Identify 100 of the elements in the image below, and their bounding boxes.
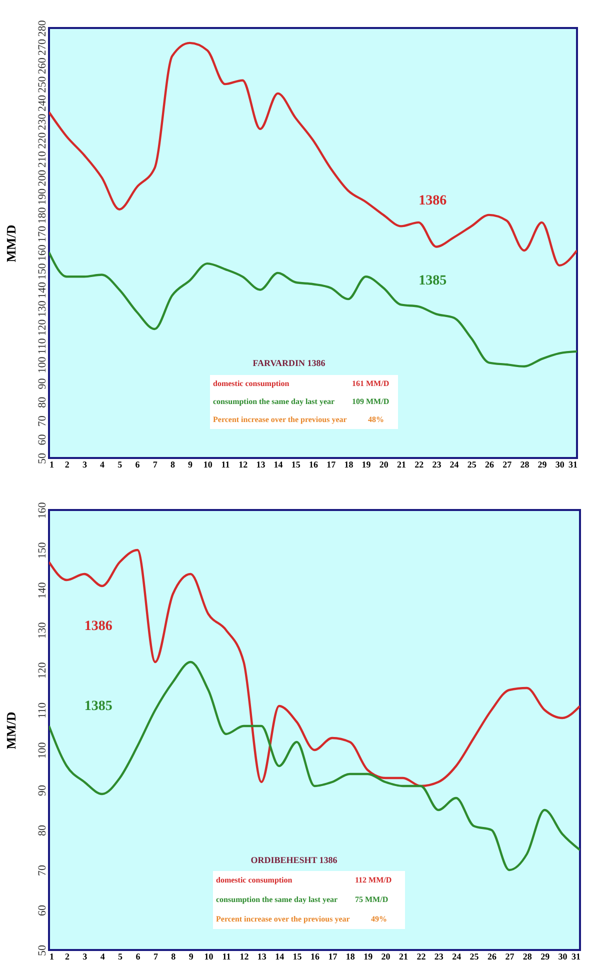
y-tick-label: 110 [36,702,48,719]
x-tick-label: 8 [171,952,176,962]
text: 1386 [84,619,112,634]
x-tick-label: 19 [362,460,372,470]
text: 1385 [84,699,112,714]
x-tick-label: 31 [568,460,578,470]
x-tick-label: 22 [416,952,426,962]
y-tick-label: 50 [36,944,48,956]
annotation: Percent increase over the previous year [216,914,350,924]
x-tick-label: 28 [522,952,532,962]
y-tick-label: 70 [36,415,48,427]
x-tick-label: 24 [450,460,460,470]
x-tick-label: 6 [135,460,140,470]
annotation: consumption the same day last year [216,895,338,904]
annotation: domestic consumption [213,379,290,388]
x-tick-label: 15 [292,952,302,962]
line-series [49,660,580,872]
x-tick-label: 1 [50,952,54,962]
y-tick-label: 70 [36,864,48,876]
x-tick-label: 6 [136,952,141,962]
y-tick-label: 250 [36,76,48,93]
y-tick-label: 60 [36,904,48,916]
y-tick-label: 200 [36,169,48,186]
y-tick-label: 190 [36,188,48,206]
x-tick-label: 31 [572,952,581,962]
y-tick-label: 150 [36,542,48,559]
y-tick-label: 120 [36,318,48,336]
x-tick-label: 30 [558,952,568,962]
x-tick-label: 4 [100,952,106,962]
x-tick-label: 3 [82,952,88,962]
x-tick-label: 13 [256,460,266,470]
annotation: 161 MM/D [352,379,390,388]
x-tick-label: 25 [467,460,477,470]
x-tick-label: 27 [502,460,512,470]
series-label: 1386 [418,193,447,208]
x-tick-label: 12 [240,952,250,962]
x-tick-label: 23 [432,460,442,470]
y-tick-label: 240 [36,94,48,112]
x-tick-label: 17 [326,460,336,470]
x-tick-label: 4 [100,460,106,470]
x-tick-label: 17 [328,952,338,962]
x-tick-label: 18 [344,460,354,470]
annotation: 48% [368,415,384,424]
series-label: 1385 [418,274,447,289]
x-tick-label: 29 [538,460,548,470]
annotation: 49% [371,914,387,924]
x-tick-label: 23 [434,952,444,962]
x-tick-label: 20 [381,952,391,962]
annotation: 75 MM/D [355,895,388,904]
x-tick-label: 7 [152,460,158,470]
x-tick-label: 10 [203,460,213,470]
x-tick-label: 3 [82,460,88,470]
x-tick-label: 24 [452,952,462,962]
y-tick-label: 150 [36,262,48,280]
x-tick-label: 30 [555,460,565,470]
y-tick-label: 90 [36,378,48,390]
annotation: 112 MM/D [355,876,392,885]
y-tick-label: 270 [36,38,48,56]
x-tick-label: 15 [291,460,301,470]
x-tick-label: 12 [238,460,248,470]
y-tick-label: 140 [36,582,48,599]
y-tick-label: 80 [36,824,48,836]
x-tick-label: 7 [153,952,158,962]
x-tick-label: 11 [221,460,230,470]
x-tick-label: 22 [414,460,424,470]
y-tick-label: 110 [36,338,48,354]
x-tick-label: 19 [364,952,374,962]
y-tick-label: 280 [36,20,48,37]
y-tick-label: 50 [36,452,48,464]
x-tick-label: 29 [540,952,550,962]
x-tick-label: 14 [275,952,285,962]
annotation: consumption the same day last year [213,397,336,406]
y-tick-label: 220 [36,132,48,149]
annotation: domestic consumption [216,876,293,885]
x-tick-label: 14 [274,460,284,470]
y-tick-label: 160 [36,244,48,262]
x-tick-label: 9 [188,952,194,962]
y-tick-label: 160 [36,502,48,519]
x-tick-label: 16 [310,952,320,962]
y-tick-label: 130 [36,300,48,318]
y-tick-label: 210 [36,150,48,168]
y-tick-label: 140 [36,281,48,298]
y-tick-label: 100 [36,742,48,759]
x-tick-label: 20 [379,460,389,470]
x-tick-label: 2 [64,952,70,962]
y-tick-label: 170 [36,225,48,242]
x-tick-label: 21 [399,952,408,962]
y-tick-label: 60 [36,434,48,446]
y-tick-label: 100 [36,356,48,374]
x-tick-label: 8 [170,460,176,470]
y-tick-label: 120 [36,662,48,679]
x-tick-label: 16 [309,460,318,470]
line-series [49,548,580,788]
x-tick-label: 28 [520,460,530,470]
y-tick-label: 90 [36,784,48,796]
y-tick-label: 260 [36,57,48,74]
x-tick-label: 11 [222,952,232,962]
y-tick-label: 180 [36,206,48,224]
annotation: ORDIBEHESHT 1386 [250,855,338,865]
annotation: 109 MM/D [352,397,390,406]
